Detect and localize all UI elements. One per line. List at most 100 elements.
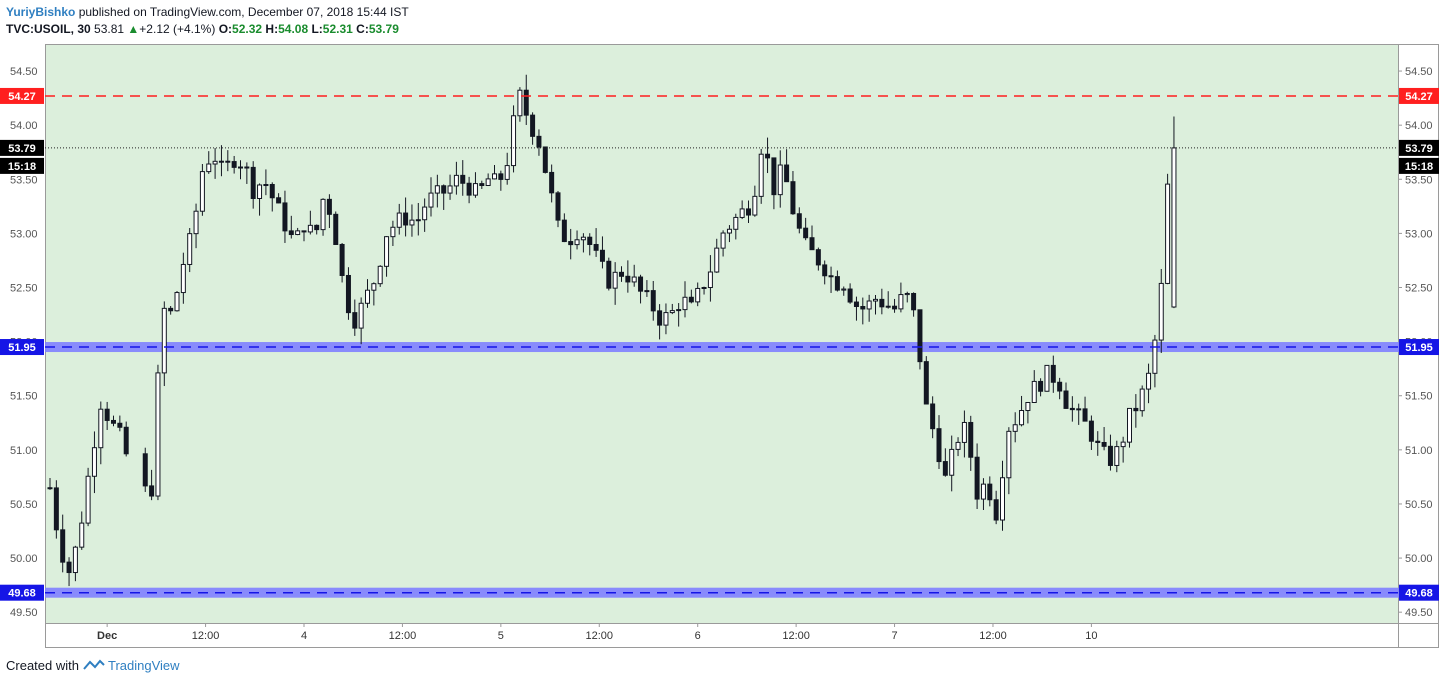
candle-body bbox=[447, 185, 453, 194]
candle-body bbox=[339, 243, 345, 276]
candle-body bbox=[930, 403, 936, 430]
candle-body bbox=[85, 475, 91, 524]
candle-body bbox=[968, 421, 974, 458]
candle-body bbox=[199, 171, 205, 212]
candle-body bbox=[415, 219, 421, 222]
y-tick-label: 51.00 bbox=[1405, 445, 1433, 457]
y-tick-label-left: 53.50 bbox=[10, 174, 38, 186]
candle-body bbox=[276, 197, 282, 204]
countdown-tag-bg bbox=[0, 157, 44, 174]
x-tick-label: 12:00 bbox=[979, 630, 1007, 642]
candle-body bbox=[326, 198, 332, 215]
low-value: 52.31 bbox=[322, 22, 353, 36]
candle-body bbox=[1114, 446, 1120, 466]
candle-body bbox=[593, 243, 599, 251]
candle-body bbox=[1120, 441, 1126, 448]
candle-body bbox=[72, 546, 78, 574]
candle-body bbox=[390, 226, 396, 238]
candle-body bbox=[66, 561, 72, 574]
symbol-line: TVC:USOIL, 30 53.81 ▲+2.12 (+4.1%) O:52.… bbox=[6, 21, 409, 38]
x-tick-label: 12:00 bbox=[782, 630, 810, 642]
x-tick-label: 5 bbox=[498, 630, 504, 642]
candle-body bbox=[384, 236, 390, 267]
price-tag-right-bg bbox=[1399, 87, 1439, 104]
publish-line: YuriyBishko published on TradingView.com… bbox=[6, 4, 409, 21]
y-tick-label: 51.50 bbox=[1405, 391, 1433, 403]
last-price-tag-bg bbox=[0, 139, 44, 156]
candle-body bbox=[111, 419, 116, 424]
candle-body bbox=[1095, 440, 1101, 443]
candle-body bbox=[695, 287, 701, 303]
change-arrow-icon: ▲ bbox=[127, 22, 140, 36]
y-tick-label: 52.50 bbox=[1405, 283, 1433, 295]
candle-body bbox=[955, 441, 961, 450]
tradingview-brand-link[interactable]: TradingView bbox=[108, 658, 180, 673]
candle-body bbox=[91, 447, 97, 477]
candle-body bbox=[1146, 372, 1152, 390]
candle-body bbox=[422, 206, 428, 221]
candle-body bbox=[866, 300, 872, 310]
candle-body bbox=[1082, 408, 1088, 422]
candle-body bbox=[936, 428, 942, 463]
close-label: C: bbox=[356, 22, 369, 36]
candle-body bbox=[911, 292, 917, 311]
price-chart[interactable]: 49.50 49.50 50.00 50.00 50.50 50.50 51.00 51.00… bbox=[0, 0, 1444, 650]
candle-body bbox=[301, 230, 307, 233]
candle-body bbox=[961, 421, 967, 443]
price-tag-left-bg bbox=[0, 87, 44, 104]
candle-body bbox=[542, 146, 548, 173]
price-tag-right: 49.68 bbox=[1405, 588, 1433, 600]
candle-body bbox=[1044, 364, 1050, 392]
candle-body bbox=[498, 173, 504, 180]
y-tick-label-left: 54.00 bbox=[10, 120, 38, 132]
candle-body bbox=[371, 283, 377, 291]
candle-body bbox=[1171, 147, 1177, 308]
last-price: 53.81 bbox=[94, 22, 125, 36]
y-tick-label: 54.00 bbox=[1405, 120, 1433, 132]
x-tick-label: 12:00 bbox=[192, 630, 220, 642]
high-value: 54.08 bbox=[278, 22, 309, 36]
candle-body bbox=[777, 164, 783, 196]
candle-body bbox=[580, 236, 586, 241]
candle-body bbox=[180, 263, 186, 294]
candle-body bbox=[225, 160, 231, 163]
y-tick-label: 53.00 bbox=[1405, 228, 1433, 240]
candle-body bbox=[974, 456, 980, 500]
candle-body bbox=[1101, 441, 1107, 447]
candle-body bbox=[428, 192, 434, 208]
candle-body bbox=[739, 208, 745, 218]
candle-body bbox=[841, 288, 847, 291]
candle-body bbox=[168, 307, 174, 312]
candle-body bbox=[1019, 410, 1025, 426]
candle-body bbox=[492, 173, 497, 180]
candle-body bbox=[479, 183, 485, 187]
author-link[interactable]: YuriyBishko bbox=[6, 5, 76, 19]
y-tick-label: 49.50 bbox=[1405, 607, 1433, 619]
x-tick-label: 6 bbox=[695, 630, 701, 642]
published-text: published on TradingView.com, December 0… bbox=[78, 5, 409, 19]
candle-body bbox=[701, 287, 707, 290]
candle-body bbox=[898, 294, 904, 310]
last-price-tag: 53.79 bbox=[1405, 143, 1433, 155]
candle-body bbox=[879, 298, 885, 308]
plot-area[interactable] bbox=[45, 44, 1398, 623]
candle-body bbox=[815, 249, 821, 266]
candle-body bbox=[53, 487, 59, 531]
candle-body bbox=[396, 212, 402, 228]
candle-body bbox=[853, 301, 859, 308]
candle-body bbox=[1139, 388, 1145, 412]
candle-body bbox=[904, 292, 910, 296]
candle-body bbox=[644, 290, 650, 293]
y-tick-label: 54.50 bbox=[1405, 66, 1433, 78]
candle-body bbox=[1057, 381, 1063, 392]
candle-body bbox=[650, 290, 656, 312]
candle-body bbox=[434, 185, 440, 194]
candle-body bbox=[1133, 407, 1139, 412]
candle-body bbox=[403, 212, 409, 226]
candle-body bbox=[1025, 401, 1031, 412]
candle-body bbox=[320, 198, 326, 231]
x-tick-label: Dec bbox=[97, 630, 117, 642]
candle-body bbox=[282, 202, 288, 232]
candle-body bbox=[612, 271, 618, 289]
y-tick-label-left: 53.00 bbox=[10, 228, 38, 240]
